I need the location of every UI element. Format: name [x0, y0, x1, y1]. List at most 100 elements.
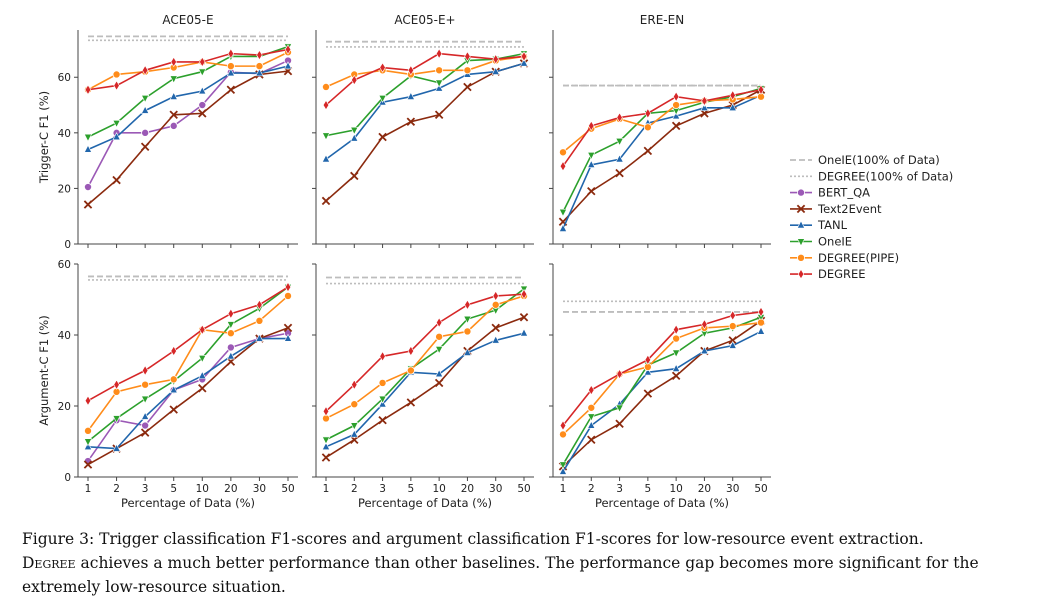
data-point-tanl — [283, 61, 293, 70]
legend-label: OneIE(100% of Data) — [818, 153, 940, 167]
x-tick-label: 1 — [560, 483, 567, 495]
data-point-text2event — [83, 460, 93, 469]
data-point-text2event — [198, 384, 207, 393]
data-point-degree-pipe — [406, 366, 415, 375]
data-point-degree-pipe — [757, 318, 766, 327]
data-point-text2event — [491, 323, 500, 333]
data-point-degree — [435, 48, 443, 59]
data-point-degree — [757, 84, 765, 95]
data-point-oneie — [435, 346, 444, 355]
data-point-oneie — [378, 395, 387, 404]
data-point-tanl — [756, 326, 766, 335]
y-tick-label: 60 — [58, 259, 71, 271]
data-point-degree — [199, 324, 206, 335]
legend-item: DEGREE — [790, 267, 866, 281]
data-point-text2event — [406, 117, 416, 126]
data-point-degree — [644, 354, 652, 366]
data-point-degree — [729, 90, 736, 101]
legend-label: DEGREE(100% of Data) — [818, 169, 953, 183]
data-point-text2event — [378, 415, 387, 425]
data-point-degree — [170, 345, 177, 357]
data-point-degree — [227, 48, 235, 59]
legend-marker — [796, 204, 806, 214]
data-point-bert-qa — [169, 121, 178, 130]
data-point-degree-pipe — [463, 66, 472, 75]
series-line-text2event — [87, 327, 289, 466]
x-tick-label: 50 — [281, 483, 294, 495]
data-point-degree-pipe — [112, 70, 121, 79]
legend-label: DEGREE — [818, 267, 866, 281]
data-point-degree-pipe — [169, 375, 178, 384]
data-point-tanl — [350, 429, 359, 438]
data-point-degree — [757, 306, 765, 318]
series-line-bert-qa — [87, 332, 289, 462]
x-tick-label: 5 — [170, 483, 177, 495]
data-point-text2event — [728, 336, 737, 345]
data-point-degree-pipe — [283, 291, 292, 300]
data-point-tanl — [491, 66, 500, 75]
x-axis-label: Percentage of Data (%) — [358, 496, 492, 510]
data-point-tanl — [255, 333, 264, 342]
data-point-text2event — [226, 85, 236, 94]
data-point-degree — [113, 379, 120, 390]
series-line-degree-pipe — [562, 321, 762, 435]
data-point-tanl — [435, 83, 444, 92]
series-line-text2event — [562, 89, 762, 223]
panel-title: ACE05-E — [162, 13, 213, 27]
data-point-tanl — [406, 91, 415, 100]
data-point-degree-pipe — [559, 430, 568, 439]
figure-caption: Figure 3: Trigger classification F1-scor… — [22, 527, 1012, 599]
data-point-tanl — [83, 144, 93, 153]
data-point-oneie — [672, 349, 681, 358]
x-tick-label: 5 — [645, 483, 652, 495]
data-point-degree — [492, 54, 499, 65]
x-tick-label: 5 — [408, 483, 415, 495]
legend-item: Text2Event — [790, 202, 882, 216]
data-point-degree — [170, 56, 177, 68]
data-point-oneie — [463, 315, 472, 324]
x-tick-label: 20 — [461, 483, 474, 495]
data-point-degree-pipe — [559, 148, 568, 157]
y-axis-label: Argument-C F1 (%) — [37, 315, 51, 425]
data-point-oneie — [226, 321, 235, 330]
legend-item: DEGREE(100% of Data) — [790, 169, 953, 183]
data-point-tanl — [255, 68, 264, 77]
data-point-degree — [84, 84, 92, 95]
data-point-tanl — [643, 367, 652, 376]
data-point-tanl — [463, 347, 472, 356]
data-point-degree — [407, 345, 415, 357]
data-point-text2event — [321, 453, 331, 462]
data-point-text2event — [434, 378, 444, 388]
x-axis-label: Percentage of Data (%) — [595, 496, 729, 510]
data-point-degree — [729, 310, 736, 321]
legend-marker — [797, 188, 806, 197]
data-point-tanl — [198, 370, 207, 379]
panel-title: ACE05-E+ — [394, 13, 455, 27]
data-point-degree — [520, 288, 528, 300]
x-tick-label: 10 — [432, 483, 445, 495]
data-point-degree-pipe — [255, 62, 264, 71]
data-point-tanl — [672, 363, 681, 372]
data-point-degree — [322, 406, 330, 417]
caption-degree-name: Degree — [22, 554, 76, 572]
data-point-oneie — [615, 138, 624, 147]
data-point-oneie — [435, 79, 444, 88]
series-line-degree — [562, 311, 762, 427]
data-point-oneie — [198, 68, 207, 77]
x-tick-label: 1 — [323, 483, 330, 495]
data-point-degree — [284, 281, 292, 293]
data-point-degree — [464, 299, 471, 311]
legend-label: Text2Event — [817, 202, 882, 216]
series-line-oneie — [562, 316, 762, 465]
data-point-degree — [256, 49, 263, 61]
legend-label: DEGREE(PIPE) — [818, 251, 899, 265]
data-point-degree — [141, 365, 149, 376]
data-point-tanl — [435, 369, 444, 378]
data-point-tanl — [519, 58, 529, 67]
data-point-oneie — [378, 94, 387, 103]
data-point-bert-qa — [141, 421, 150, 430]
x-axis-label: Percentage of Data (%) — [121, 496, 255, 510]
data-point-degree — [644, 108, 652, 119]
data-point-degree — [351, 379, 358, 390]
series-line-degree — [325, 52, 525, 106]
